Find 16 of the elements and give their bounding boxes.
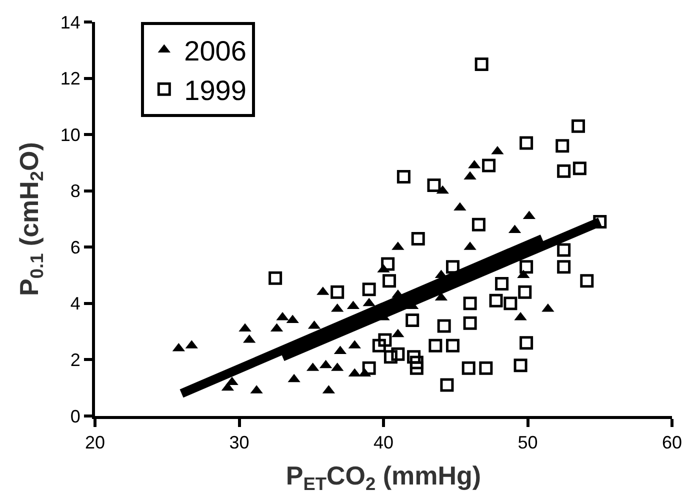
- legend-label: 1999: [184, 75, 246, 106]
- y-tick-label: 0: [70, 406, 80, 426]
- x-tick-label: 30: [229, 432, 250, 453]
- y-tick-label: 10: [60, 124, 80, 145]
- x-tick-label: 20: [84, 432, 106, 453]
- y-tick-label: 14: [60, 12, 80, 32]
- legend-label: 2006: [184, 36, 246, 67]
- x-tick-label: 50: [518, 432, 538, 453]
- y-tick-label: 8: [70, 181, 80, 202]
- x-tick-label: 40: [373, 432, 394, 453]
- x-tick-label: 60: [662, 432, 682, 453]
- y-tick-label: 12: [60, 68, 80, 89]
- y-tick-label: 6: [70, 237, 80, 258]
- x-axis-title: P$_{ET}$CO$_{2}$ (mmHg): [286, 460, 482, 494]
- y-tick-label: 2: [70, 350, 80, 370]
- y-tick-label: 4: [70, 294, 80, 314]
